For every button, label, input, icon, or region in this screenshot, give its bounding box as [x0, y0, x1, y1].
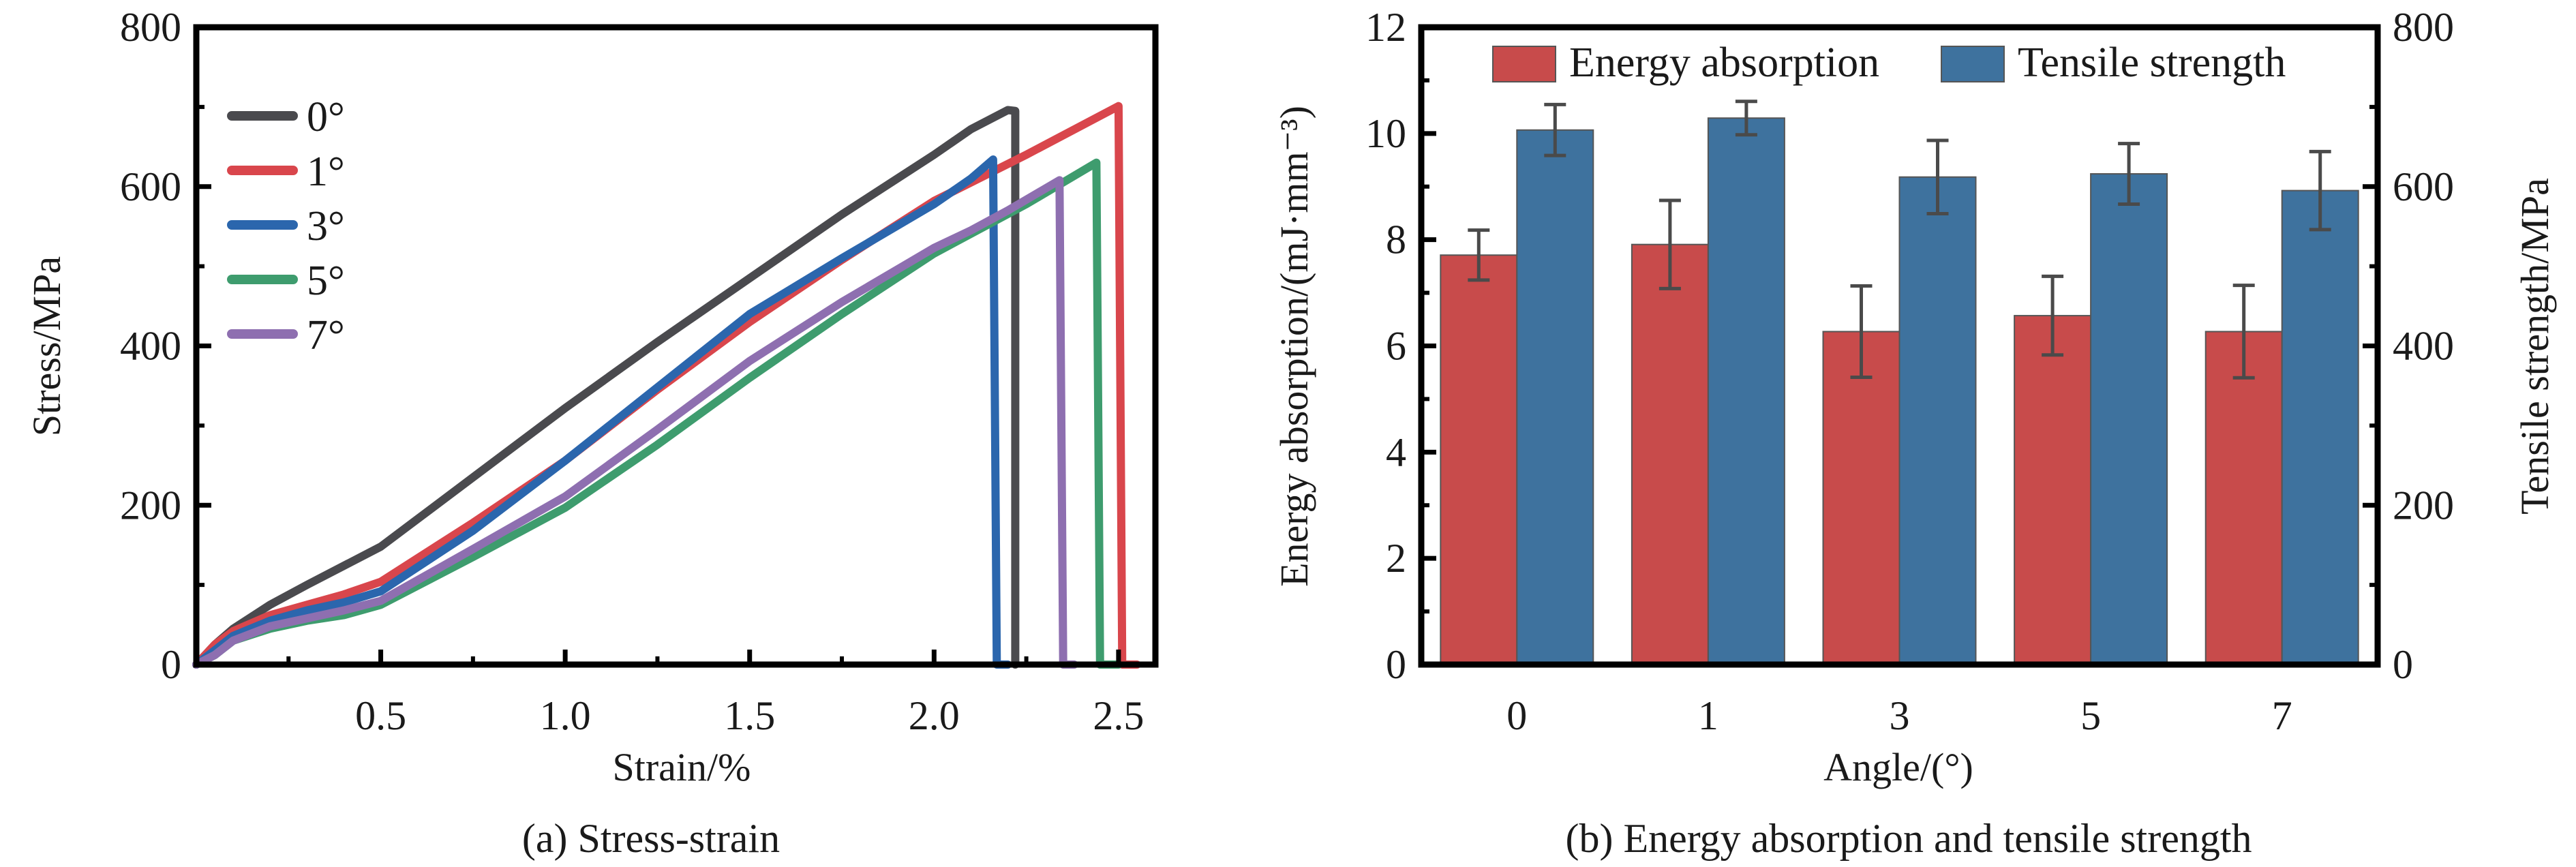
legend-label: 7° [307, 312, 345, 359]
x-tick-label: 5 [2080, 693, 2101, 738]
x-tick-label: 1.5 [724, 693, 775, 738]
legend-label: 0° [307, 94, 345, 140]
x-tick-label: 2.0 [909, 693, 960, 738]
legend-swatch [1941, 46, 2005, 82]
y-tick-label: 400 [120, 324, 181, 369]
x-tick-label: 1 [1698, 693, 1718, 738]
y-axis-title-right: Tensile strength/MPa [2513, 178, 2557, 515]
legend-label: 1° [307, 149, 345, 195]
bar-energy [2204, 331, 2283, 665]
y-tick-label: 200 [120, 483, 181, 528]
y-tick-label: 800 [120, 5, 181, 50]
y-tick-label-left: 8 [1386, 217, 1406, 262]
series-line-0 [192, 106, 1020, 669]
legend-label: Energy absorption [1569, 40, 1879, 86]
legend-label: 5° [307, 258, 345, 304]
bar-tensile [1898, 176, 1977, 666]
x-axis-title: Angle/(°) [1823, 745, 1973, 789]
caption-a: (a) Stress-strain [522, 816, 780, 861]
bar-tensile [1516, 129, 1594, 666]
x-tick-label: 0.5 [355, 693, 406, 738]
bar-energy [1822, 331, 1900, 665]
legend: Energy absorption Tensile strength [1492, 40, 2286, 86]
caption-b: (b) Energy absorption and tensile streng… [1566, 816, 2252, 861]
x-tick-label: 7 [2272, 693, 2292, 738]
y-tick-label-left: 2 [1386, 536, 1406, 581]
y-tick-label: 0 [161, 642, 181, 687]
energy-tensile-chart: 0 1 3 5 7 0 2 4 6 8 10 12 0 200 400 600 800 Energy absor… [1272, 5, 2557, 861]
bars [1440, 100, 2359, 666]
y-axis-title-left: Energy absorption/(mJ·mm⁻³) [1272, 106, 1316, 587]
y-tick-label-left: 12 [1365, 5, 1406, 50]
x-tick-label: 1.0 [540, 693, 591, 738]
legend-label: 3° [307, 203, 345, 249]
bar-energy [1440, 254, 1518, 665]
legend: 0° 1° 3° 5° 7° [227, 94, 345, 359]
series-line-4 [192, 176, 1078, 669]
x-tick-label: 0 [1506, 693, 1527, 738]
series-line-2 [192, 155, 1012, 669]
y-tick-label: 600 [120, 164, 181, 209]
bar-tensile [2281, 189, 2359, 665]
y-tick-label-right: 600 [2393, 164, 2454, 209]
axis-ticks: 0 1 3 5 7 0 2 4 6 8 10 12 0 200 400 600 800 [1365, 5, 2454, 738]
y-tick-label-right: 800 [2393, 5, 2454, 50]
y-tick-label-right: 0 [2393, 642, 2413, 687]
legend-swatch [1492, 46, 1556, 82]
stress-strain-series [192, 102, 1141, 669]
y-tick-label-right: 200 [2393, 483, 2454, 528]
legend-label: Tensile strength [2018, 40, 2286, 86]
y-axis-title: Stress/MPa [25, 256, 69, 436]
bar-tensile [2090, 173, 2168, 666]
y-tick-label-left: 0 [1386, 642, 1406, 687]
bar-energy [2014, 315, 2092, 665]
y-tick-label-right: 400 [2393, 324, 2454, 369]
axis-ticks: 0.5 1.0 1.5 2.0 2.5 0 200 400 600 800 [120, 5, 1144, 738]
x-axis-title: Strain/% [613, 745, 751, 789]
y-tick-label-left: 6 [1386, 324, 1406, 369]
bar-tensile [1707, 117, 1785, 666]
y-tick-label-left: 4 [1386, 429, 1406, 474]
x-tick-label: 2.5 [1093, 693, 1144, 738]
x-tick-label: 3 [1890, 693, 1910, 738]
bar-energy [1631, 243, 1709, 666]
y-tick-label-left: 10 [1365, 111, 1406, 156]
